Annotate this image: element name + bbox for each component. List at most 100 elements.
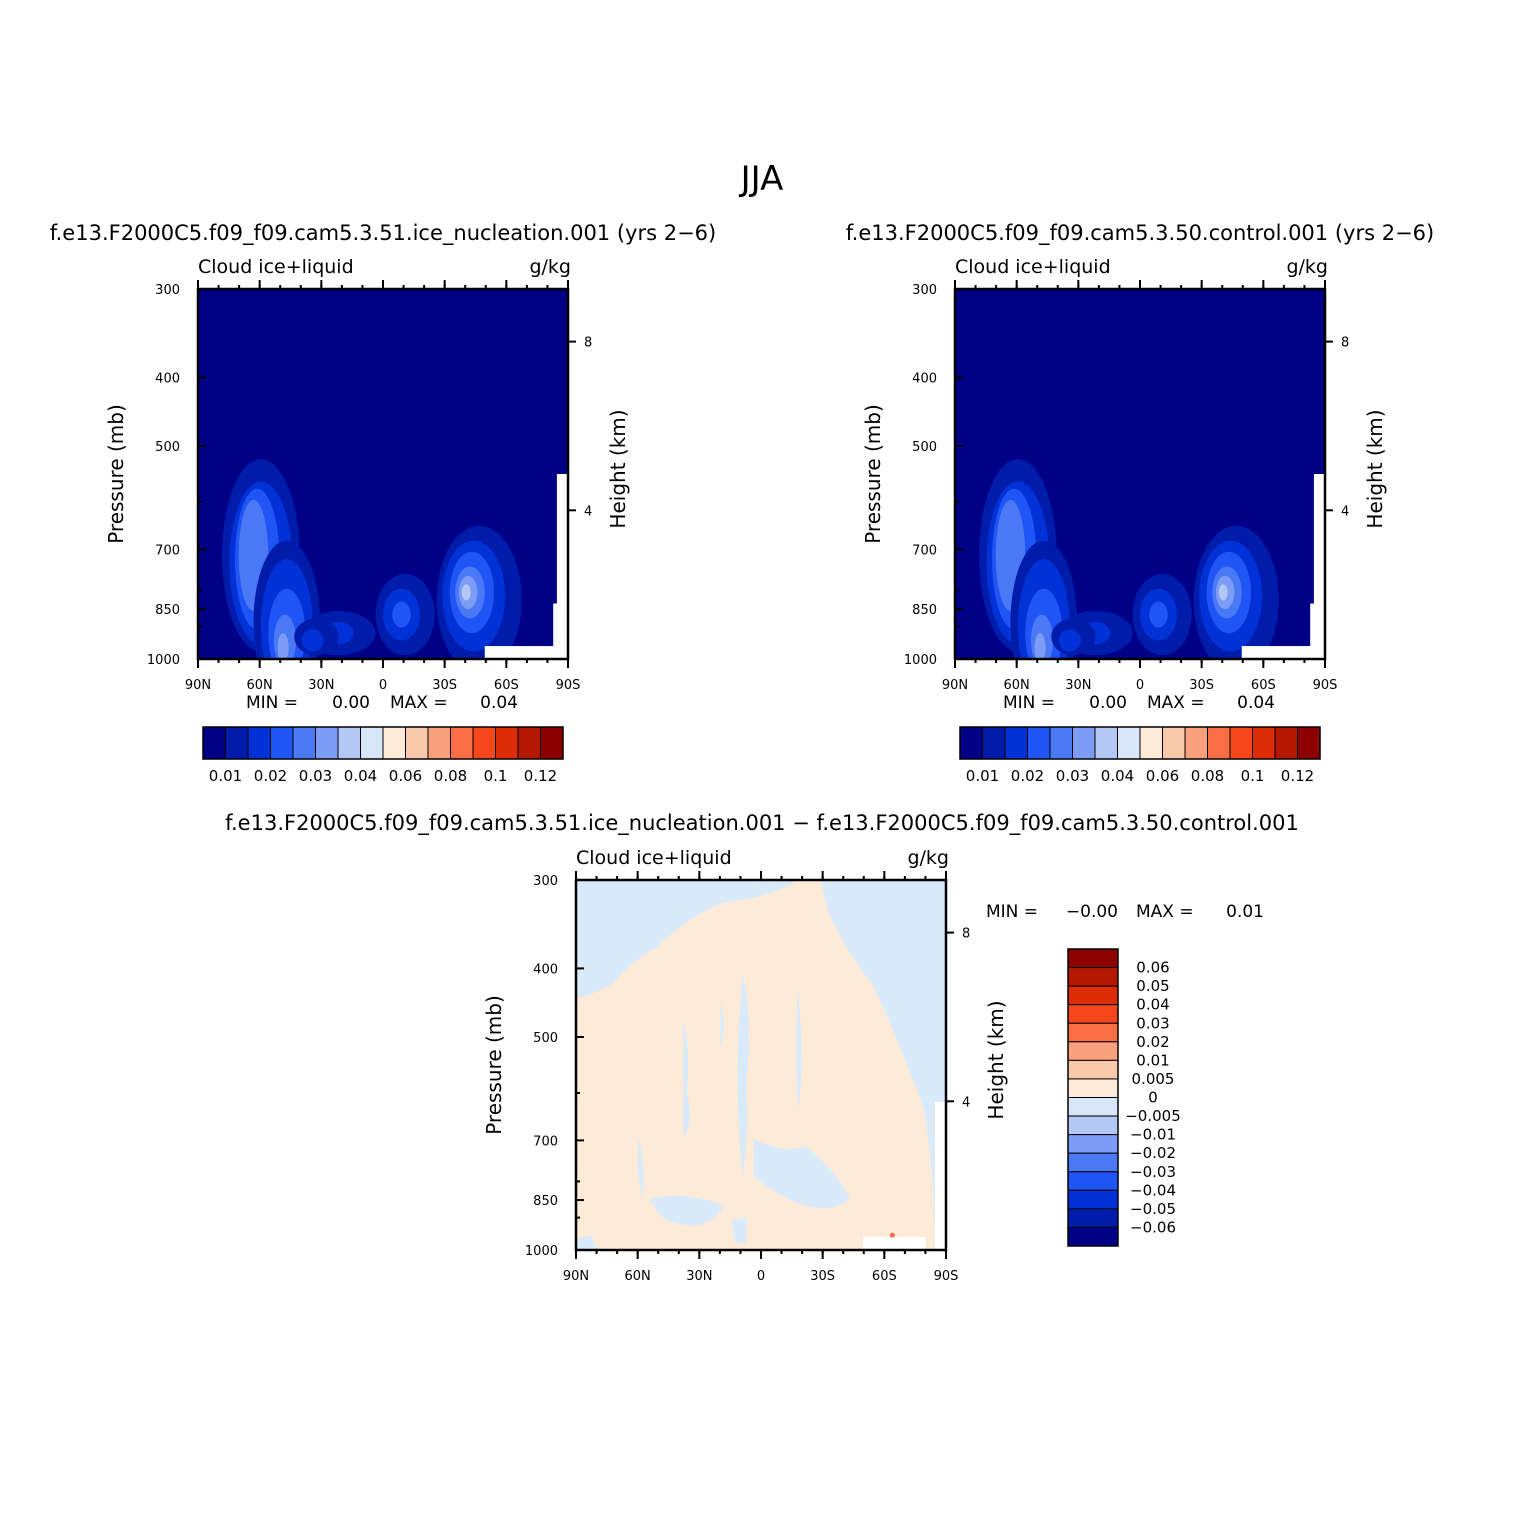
colorbar-label: 0.12: [1281, 767, 1314, 785]
y-tick-label: 500: [912, 440, 937, 455]
x-tick-label: 30N: [308, 678, 334, 693]
units-label: g/kg: [529, 256, 571, 278]
min-value: 0.00: [332, 693, 370, 713]
min-label: MIN =: [246, 693, 298, 713]
colorbar-box: [1067, 967, 1119, 987]
colorbar-label: 0.03: [299, 767, 332, 785]
colorbar-box: [1067, 1189, 1119, 1210]
y-tick-label: 500: [155, 440, 180, 455]
y-tick-label: 700: [155, 543, 180, 558]
contour-level: [796, 991, 802, 1110]
colorbar-box: [1067, 1078, 1119, 1098]
contour-level: [576, 880, 798, 999]
contour-level: [1058, 629, 1081, 652]
y-tick-label: 400: [155, 371, 180, 386]
x-tick-label: 30S: [432, 678, 457, 693]
colorbar-label: 0.01: [966, 767, 999, 785]
colorbar-box: [1139, 726, 1163, 760]
height-tick-label: 4: [962, 1095, 970, 1110]
contour-level: [720, 1002, 724, 1047]
colorbar-box: [1067, 1171, 1119, 1191]
colorbar-box: [1067, 985, 1119, 1006]
contour-level: [301, 629, 324, 652]
colorbar-box: [1162, 726, 1186, 760]
colorbar-label: 0: [1148, 1089, 1158, 1107]
colorbar-box: [959, 726, 983, 760]
missing-data: [1313, 474, 1325, 659]
y-tick-label: 500: [533, 1031, 558, 1046]
contour-field: [955, 289, 1325, 659]
colorbar-label: −0.01: [1130, 1126, 1176, 1144]
contour-level: [637, 1139, 644, 1199]
colorbar-label: 0.06: [1146, 767, 1179, 785]
colorbar-label: 0.02: [1136, 1033, 1169, 1051]
contour-level: [1034, 633, 1046, 659]
colorbar-label: −0.005: [1125, 1107, 1181, 1125]
contour-level: [683, 1020, 690, 1139]
colorbar-label: 0.01: [209, 767, 242, 785]
contour-level: [820, 880, 946, 1250]
y-axis-label: Pressure (mb): [861, 404, 885, 544]
max-label: MAX =: [1147, 693, 1205, 713]
colorbar-label: −0.02: [1130, 1144, 1176, 1162]
contour-level: [461, 584, 471, 601]
colorbar-box: [1297, 726, 1321, 760]
colorbar-box: [292, 726, 316, 760]
colorbar-box: [315, 726, 339, 760]
missing-data: [1310, 603, 1325, 659]
colorbar-box: [382, 726, 406, 760]
height-tick-label: 4: [1341, 504, 1349, 519]
colorbar-box: [1072, 726, 1096, 760]
missing-data: [484, 646, 568, 659]
x-tick-label: 60N: [247, 678, 273, 693]
missing-data: [862, 1237, 926, 1250]
contour-level: [392, 601, 411, 628]
colorbar-label: 0.1: [1241, 767, 1265, 785]
x-tick-label: 60S: [872, 1269, 897, 1284]
x-tick-label: 90S: [556, 678, 581, 693]
variable-label: Cloud ice+liquid: [576, 847, 732, 869]
colorbar-box: [517, 726, 541, 760]
colorbar-label: 0.02: [1011, 767, 1044, 785]
colorbar-box: [1207, 726, 1231, 760]
units-label: g/kg: [1286, 256, 1328, 278]
colorbar-label: 0.04: [1136, 996, 1169, 1014]
colorbar-box: [982, 726, 1006, 760]
colorbar-box: [1067, 1041, 1119, 1061]
contour-level: [731, 1216, 747, 1243]
colorbar-label: −0.06: [1130, 1218, 1176, 1236]
colorbar-label: 0.04: [344, 767, 377, 785]
colorbar-box: [1274, 726, 1298, 760]
colorbar-label: 0.01: [1136, 1051, 1169, 1069]
colorbar-label: 0.005: [1132, 1070, 1175, 1088]
chart-panel-3: f.e13.F2000C5.f09_f09.cam5.3.51.ice_nucl…: [225, 811, 1299, 1284]
variable-label: Cloud ice+liquid: [955, 256, 1111, 278]
colorbar-label: 0.03: [1056, 767, 1089, 785]
y-tick-label: 400: [533, 962, 558, 977]
max-value: 0.04: [1237, 693, 1275, 713]
x-tick-label: 90S: [934, 1269, 959, 1284]
y-tick-label: 850: [912, 603, 937, 618]
contour-level: [1149, 601, 1168, 628]
x-tick-label: 60N: [625, 1269, 651, 1284]
variable-label: Cloud ice+liquid: [198, 256, 354, 278]
y-tick-label: 300: [912, 283, 937, 298]
figure-title: JJA: [739, 159, 784, 199]
colorbar-label: −0.05: [1130, 1200, 1176, 1218]
colorbar-box: [202, 726, 226, 760]
colorbar-box: [1027, 726, 1051, 760]
contour-level: [650, 1195, 724, 1226]
height-axis-label: Height (km): [606, 409, 630, 528]
x-tick-label: 90N: [185, 678, 211, 693]
colorbar-box: [1067, 1115, 1119, 1136]
colorbar-label: 0.06: [1136, 959, 1169, 977]
colorbar-box: [495, 726, 519, 760]
height-tick-label: 4: [584, 504, 592, 519]
colorbar-box: [247, 726, 271, 760]
missing-data: [1241, 646, 1325, 659]
x-tick-label: 30S: [1189, 678, 1214, 693]
colorbar-box: [1252, 726, 1276, 760]
colorbar-box: [405, 726, 429, 760]
colorbar-label: 0.03: [1136, 1014, 1169, 1032]
panel-title: f.e13.F2000C5.f09_f09.cam5.3.51.ice_nucl…: [50, 221, 716, 246]
